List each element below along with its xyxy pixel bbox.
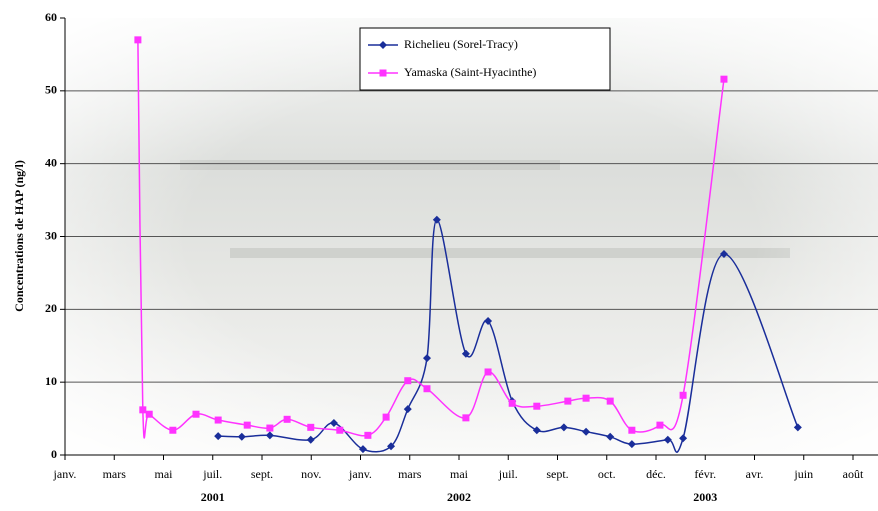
x-tick-label: nov.: [301, 467, 321, 481]
x-tick-label: sept.: [546, 467, 568, 481]
marker: [145, 410, 153, 418]
marker: [720, 75, 728, 83]
x-tick-label: janv.: [53, 467, 77, 481]
marker: [627, 440, 636, 449]
y-tick-label: 0: [51, 447, 57, 461]
marker: [559, 423, 568, 432]
marker: [793, 423, 802, 432]
marker: [364, 431, 372, 439]
y-tick-label: 60: [45, 10, 57, 24]
marker: [719, 249, 728, 258]
x-tick-label: juil.: [202, 467, 222, 481]
marker: [134, 36, 142, 44]
x-tick-label: avr.: [746, 467, 764, 481]
year-label: 2001: [201, 490, 225, 504]
marker: [432, 215, 441, 224]
marker: [679, 434, 688, 443]
x-tick-label: mars: [103, 467, 127, 481]
x-tick-label: mai: [155, 467, 174, 481]
marker: [582, 394, 590, 402]
legend-label: Yamaska (Saint-Hyacinthe): [404, 65, 536, 79]
x-tick-label: déc.: [646, 467, 666, 481]
marker: [663, 435, 672, 444]
marker: [404, 377, 412, 385]
legend-marker: [379, 69, 387, 77]
marker: [329, 418, 338, 427]
legend-label: Richelieu (Sorel-Tracy): [404, 37, 518, 51]
marker: [422, 354, 431, 363]
marker: [307, 423, 315, 431]
marker: [628, 426, 636, 434]
marker: [169, 426, 177, 434]
marker: [606, 432, 615, 441]
x-tick-label: févr.: [694, 467, 716, 481]
marker: [283, 415, 291, 423]
marker: [403, 405, 412, 414]
marker: [358, 445, 367, 454]
marker: [679, 391, 687, 399]
marker: [192, 410, 200, 418]
marker: [462, 414, 470, 422]
marker: [237, 432, 246, 441]
marker: [214, 432, 223, 441]
marker: [306, 435, 315, 444]
marker: [656, 421, 664, 429]
marker: [243, 421, 251, 429]
marker: [336, 426, 344, 434]
y-axis-label: Concentrations de HAP (ng/l): [12, 160, 26, 312]
marker: [423, 385, 431, 393]
y-tick-label: 50: [45, 83, 57, 97]
y-tick-label: 40: [45, 155, 57, 169]
marker: [266, 424, 274, 432]
year-label: 2003: [693, 490, 717, 504]
x-tick-label: sept.: [251, 467, 273, 481]
marker: [508, 399, 516, 407]
marker: [461, 349, 470, 358]
x-tick-label: juin: [793, 467, 813, 481]
x-tick-label: mai: [450, 467, 469, 481]
marker: [387, 442, 396, 451]
x-tick-label: oct.: [598, 467, 616, 481]
year-label: 2002: [447, 490, 471, 504]
marker: [214, 416, 222, 424]
x-tick-label: juil.: [498, 467, 518, 481]
marker: [582, 427, 591, 436]
marker: [606, 397, 614, 405]
marker: [484, 368, 492, 376]
x-tick-label: août: [843, 467, 864, 481]
legend-marker: [379, 41, 387, 49]
marker: [533, 402, 541, 410]
marker: [382, 413, 390, 421]
legend-box: [359, 27, 611, 91]
marker: [484, 316, 493, 325]
x-tick-label: janv.: [348, 467, 372, 481]
marker: [532, 426, 541, 435]
marker: [139, 406, 147, 414]
x-tick-label: mars: [398, 467, 422, 481]
y-tick-label: 20: [45, 301, 57, 315]
y-tick-label: 10: [45, 374, 57, 388]
marker: [265, 431, 274, 440]
y-tick-label: 30: [45, 228, 57, 242]
marker: [564, 397, 572, 405]
